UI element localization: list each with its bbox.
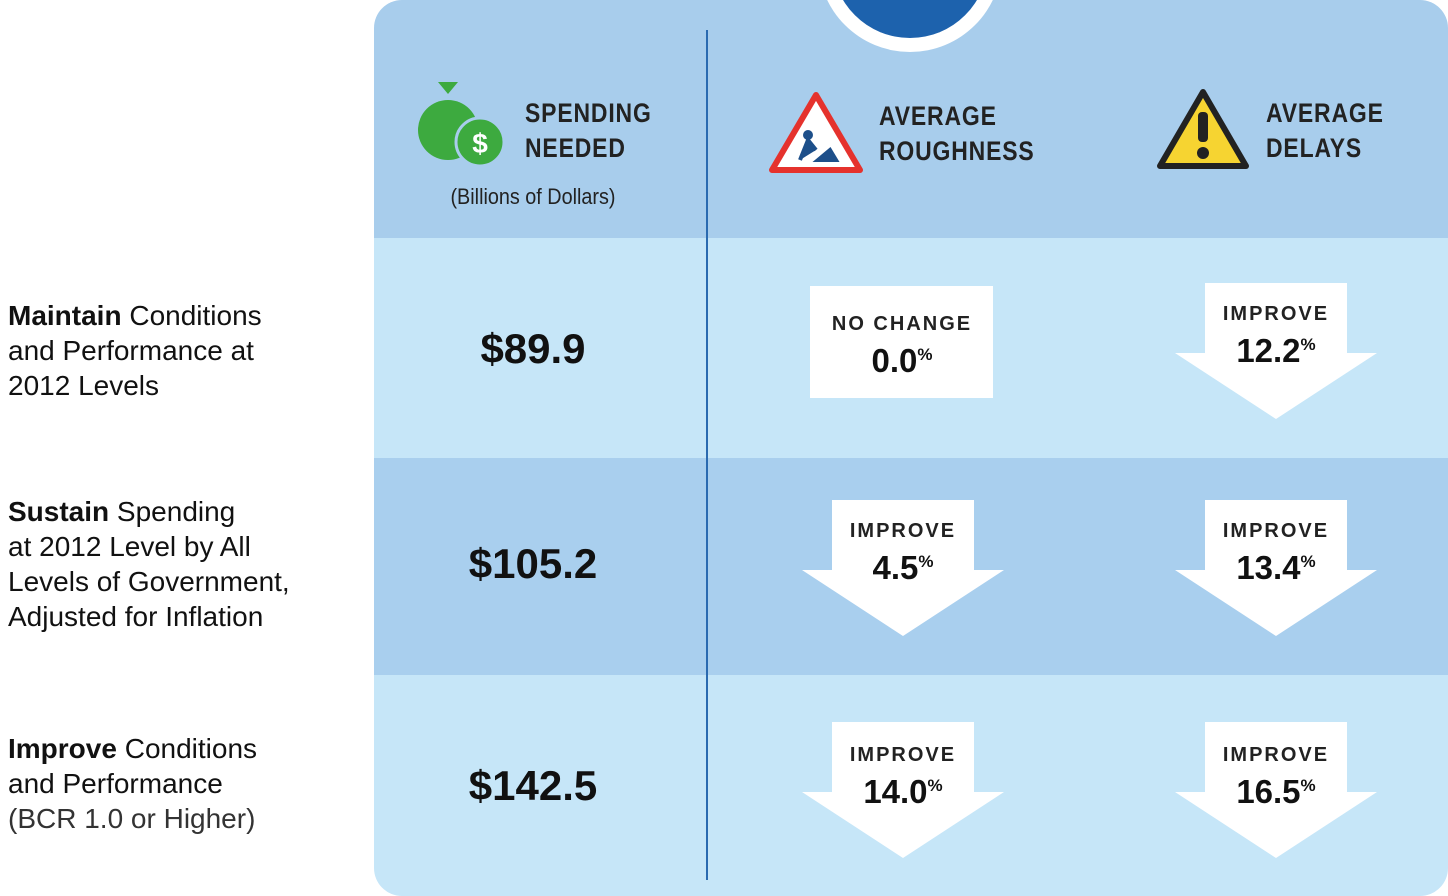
text: at 2012 Level by All bbox=[8, 531, 251, 562]
text: 16.5 bbox=[1236, 773, 1301, 810]
delays-cell: IMPROVE 16.5% bbox=[1166, 744, 1386, 811]
delays-cell: IMPROVE 13.4% bbox=[1166, 520, 1386, 587]
text: Sustain bbox=[8, 496, 110, 527]
row-label: Maintain Conditions and Performance at 201… bbox=[8, 298, 262, 403]
roughness-cell: IMPROVE 4.5% bbox=[793, 520, 1013, 587]
text: NEEDED bbox=[525, 133, 626, 163]
text: IMPROVE bbox=[849, 744, 957, 766]
text: Conditions bbox=[124, 733, 258, 764]
text: % bbox=[927, 776, 943, 795]
column-subtitle: (Billions of Dollars) bbox=[450, 184, 616, 209]
text: IMPROVE bbox=[849, 520, 957, 542]
roughness-cell: NO CHANGE 0.0% bbox=[792, 313, 1012, 380]
text: 4.5 bbox=[872, 549, 919, 586]
text: % bbox=[1300, 552, 1316, 571]
text: % bbox=[1300, 776, 1316, 795]
column-title: AVERAGE ROUGHNESS bbox=[879, 99, 1035, 169]
text: IMPROVE bbox=[1222, 303, 1330, 325]
text: NO CHANGE bbox=[831, 313, 973, 335]
text: % bbox=[917, 345, 933, 364]
text: 14.0 bbox=[863, 773, 928, 810]
text: AVERAGE bbox=[879, 101, 997, 131]
row-label: Sustain Spending at 2012 Level by All Leve… bbox=[8, 494, 290, 634]
text: ROUGHNESS bbox=[879, 136, 1035, 166]
text: % bbox=[918, 552, 934, 571]
text: IMPROVE bbox=[1222, 520, 1330, 542]
spending-value: $142.5 bbox=[468, 762, 598, 809]
text: Improve bbox=[8, 733, 117, 764]
text: AVERAGE bbox=[1266, 98, 1384, 128]
text: DELAYS bbox=[1266, 133, 1363, 163]
text: and Performance at bbox=[8, 335, 254, 366]
text: IMPROVE bbox=[1222, 744, 1330, 766]
spending-value: $105.2 bbox=[468, 540, 598, 587]
text: 13.4 bbox=[1236, 549, 1301, 586]
text: 0.0 bbox=[871, 342, 918, 379]
column-title: SPENDING NEEDED bbox=[525, 96, 652, 166]
text: Maintain bbox=[8, 300, 122, 331]
column-title: AVERAGE DELAYS bbox=[1266, 96, 1384, 166]
roughness-cell: IMPROVE 14.0% bbox=[793, 744, 1013, 811]
text: Levels of Government, bbox=[8, 566, 290, 597]
text: (BCR 1.0 or Higher) bbox=[8, 803, 256, 834]
svg-text:$: $ bbox=[472, 128, 488, 159]
text: Spending bbox=[116, 496, 236, 527]
text: SPENDING bbox=[525, 98, 652, 128]
spending-value: $89.9 bbox=[480, 325, 586, 372]
text: 12.2 bbox=[1236, 332, 1301, 369]
text: and Performance bbox=[8, 768, 223, 799]
text: Conditions bbox=[129, 300, 262, 331]
text: % bbox=[1300, 335, 1316, 354]
delays-cell: IMPROVE 12.2% bbox=[1166, 303, 1386, 370]
text: Adjusted for Inflation bbox=[8, 601, 264, 632]
text: 2012 Levels bbox=[8, 370, 160, 401]
row-label: Improve Conditions and Performance (BCR 1.… bbox=[8, 731, 257, 836]
